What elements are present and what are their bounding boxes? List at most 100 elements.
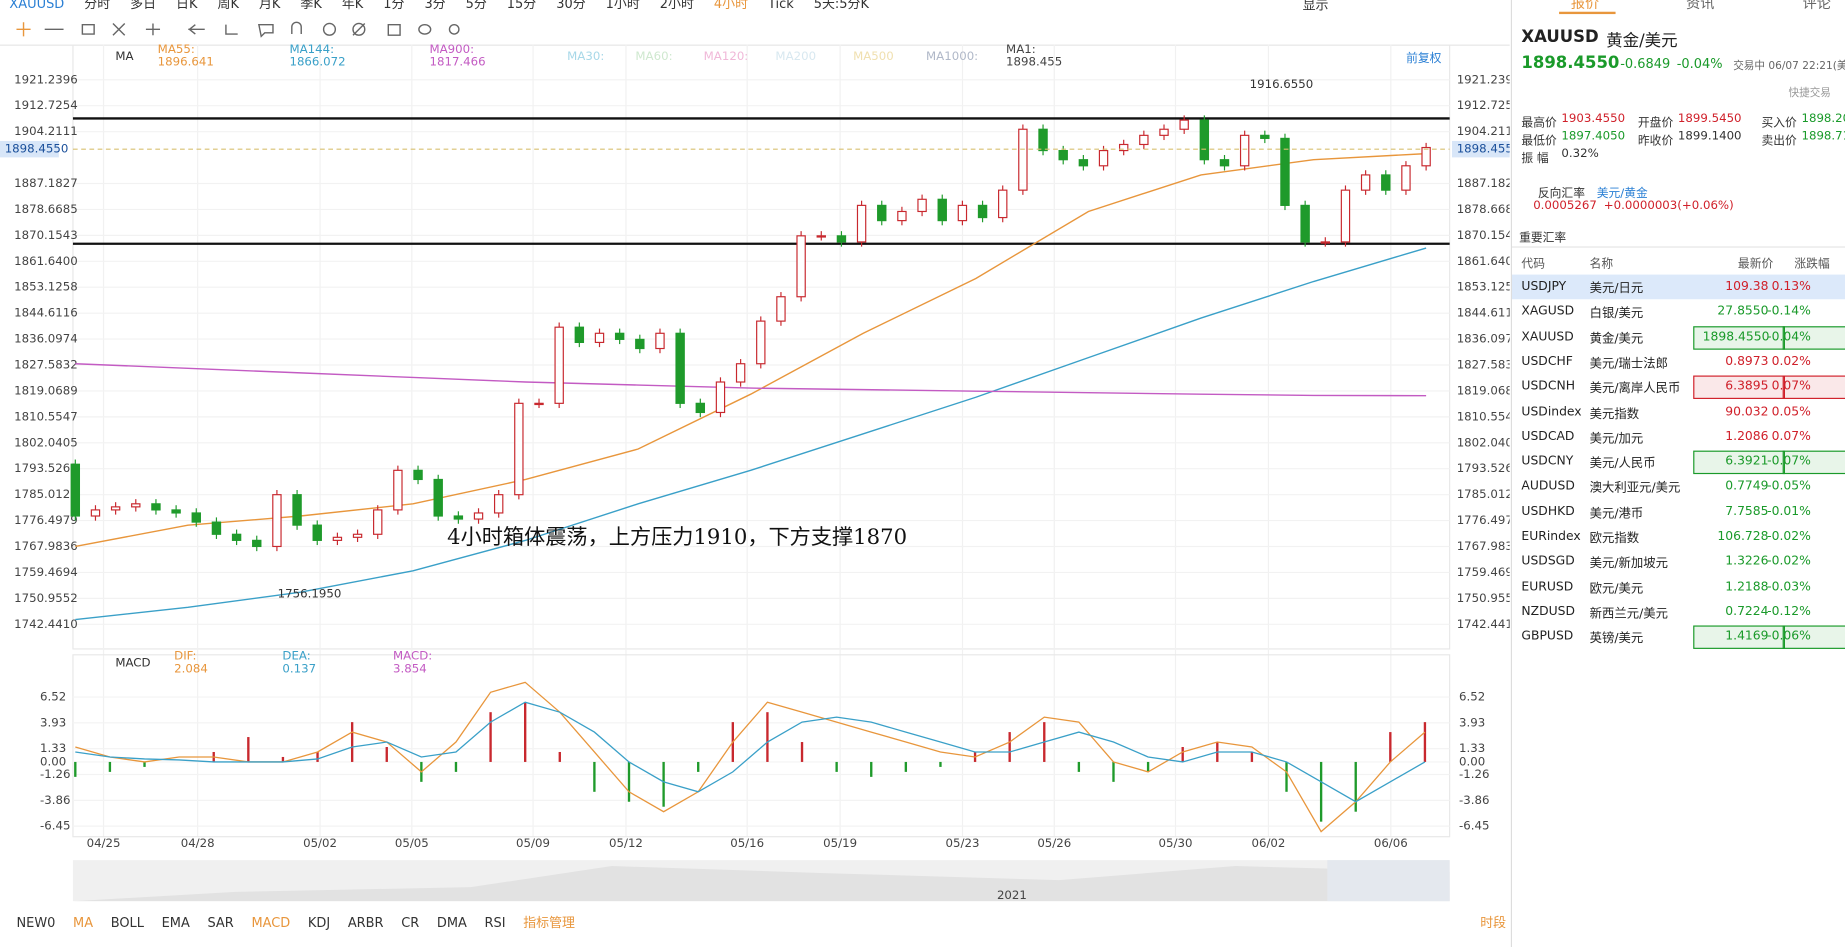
period-tab[interactable]: 3分 [424, 0, 446, 12]
column-header: 代码 [1521, 258, 1545, 272]
row-code[interactable]: USDCAD [1521, 429, 1575, 444]
row-change: 0.13% [1771, 279, 1811, 294]
period-tab[interactable]: 分时 [84, 0, 111, 12]
candle [977, 204, 988, 219]
period-tab[interactable]: 多日 [130, 0, 157, 12]
ma-legend-item: MA120: [703, 49, 749, 63]
row-code[interactable]: XAUUSD [1521, 329, 1574, 344]
macd-legend-item: DIF: 2.084 [174, 650, 208, 676]
date-label: 04/25 [87, 836, 121, 850]
y-tick-label: 1912.7254 [1457, 98, 1510, 112]
price-box [1782, 625, 1845, 650]
macd-bar [454, 761, 458, 772]
row-change: 0.07% [1771, 429, 1811, 444]
candle [1098, 149, 1109, 167]
date-label: 05/23 [946, 836, 980, 850]
row-code[interactable]: USDSGD [1521, 554, 1575, 569]
indicator-tab[interactable]: CR [401, 914, 420, 930]
indicator-tab[interactable]: SAR [207, 914, 234, 930]
trade-button[interactable]: 快捷交易 [1788, 88, 1831, 100]
indicator-tab[interactable]: DMA [436, 914, 467, 930]
period-tab[interactable]: 30分 [556, 0, 586, 12]
navigator-window[interactable] [1327, 860, 1450, 902]
candle [1360, 174, 1371, 191]
row-code[interactable]: USDCNY [1521, 454, 1574, 469]
row-code[interactable]: USDJPY [1521, 279, 1567, 294]
macd-bar [870, 761, 873, 777]
y-tick-label: 1742.4410 [1457, 617, 1510, 631]
y-tick-label: 1912.7254 [14, 98, 78, 112]
indicator-tab[interactable]: MACD [251, 914, 291, 930]
row-code[interactable]: GBPUSD [1521, 629, 1574, 644]
indicator-tab[interactable]: RSI [484, 914, 506, 930]
row-code[interactable]: NZDUSD [1521, 604, 1576, 619]
y-tick-label: 1921.2396 [1457, 72, 1510, 86]
row-price: 0.8973 [1725, 354, 1769, 369]
period-tab[interactable]: 季K [300, 0, 322, 12]
candle [272, 494, 282, 548]
panel-tab[interactable]: 评论 [1802, 0, 1831, 12]
navigator-area [72, 866, 1450, 902]
stat-label: 开盘价 [1637, 117, 1674, 131]
stat-value: 0.32% [1561, 147, 1599, 161]
row-code[interactable]: EURUSD [1521, 579, 1574, 594]
column-header: 最新价 [1737, 258, 1774, 272]
y-tick-label: 0.00 [40, 754, 66, 768]
period-tab[interactable]: 5分 [465, 0, 487, 12]
candle [1199, 119, 1210, 161]
row-code[interactable]: EURindex [1521, 529, 1581, 544]
date-label: 05/19 [823, 836, 857, 850]
period-tab[interactable]: 15分 [506, 0, 537, 12]
symbol[interactable]: XAUUSD [9, 0, 65, 12]
current-badge [1451, 140, 1510, 158]
row-change: -0.02% [1767, 529, 1811, 544]
indicator-tab[interactable]: BOLL [110, 914, 144, 930]
indicator-tab[interactable]: 指标管理 [523, 915, 576, 931]
dif-line [75, 681, 1426, 833]
panel-tab[interactable]: 资讯 [1686, 0, 1715, 12]
adjust-mode[interactable]: 前复权 [1406, 52, 1442, 66]
row-code[interactable]: USDindex [1521, 404, 1582, 419]
reverse-pair[interactable]: 美元/黄金 [1596, 187, 1648, 201]
macd-frame [72, 654, 1451, 838]
candle [877, 204, 887, 222]
reverse-label: 反向汇率 [1537, 187, 1585, 201]
macd-legend-item: MACD: 3.854 [393, 650, 433, 676]
display-menu[interactable]: 显示 [1302, 0, 1329, 13]
row-change: 0.02% [1771, 354, 1811, 369]
indicator-tab[interactable]: EMA [161, 914, 190, 930]
row-code[interactable]: AUDUSD [1521, 479, 1575, 494]
period-tab[interactable]: 5天:5分K [813, 0, 869, 12]
period-tab[interactable]: 1分 [383, 0, 405, 12]
macd-title: MACD [115, 656, 151, 670]
period-link[interactable]: 时段 [1480, 915, 1507, 931]
period-tab[interactable]: 日K [176, 0, 198, 12]
y-tick-label: 1785.0121 [14, 487, 78, 501]
period-tab[interactable]: 4小时 [713, 0, 749, 12]
period-tab[interactable]: 月K [258, 0, 281, 12]
indicator-tab[interactable]: ARBR [347, 914, 384, 930]
price-box [1782, 450, 1845, 475]
row-code[interactable]: XAGUSD [1521, 304, 1575, 319]
period-tab[interactable]: 周K [217, 0, 239, 12]
row-code[interactable]: USDCHF [1521, 354, 1573, 369]
candle [816, 235, 826, 238]
indicator-tab[interactable]: MA [73, 914, 94, 930]
indicator-tab[interactable]: KDJ [307, 914, 331, 930]
price-box [1782, 375, 1845, 400]
period-tab[interactable]: 2小时 [659, 0, 694, 12]
quote-name: 黄金/美元 [1606, 31, 1678, 51]
row-change: -0.05% [1767, 479, 1811, 494]
panel-tab[interactable]: 报价 [1570, 0, 1600, 12]
low-annotation: 1756.1950 [278, 587, 342, 601]
indicator-tab[interactable]: NEW0 [16, 914, 56, 930]
period-tab[interactable]: 年K [341, 0, 364, 12]
macd-bar [350, 722, 354, 762]
row-price: 106.728 [1717, 529, 1769, 544]
row-code[interactable]: USDHKD [1521, 504, 1575, 519]
period-tab[interactable]: 1小时 [605, 0, 640, 12]
row-code[interactable]: USDCNH [1521, 379, 1575, 394]
ma-legend-item: MA60: [635, 49, 673, 63]
price-box [1782, 325, 1845, 350]
period-tab[interactable]: Tick [768, 0, 794, 12]
